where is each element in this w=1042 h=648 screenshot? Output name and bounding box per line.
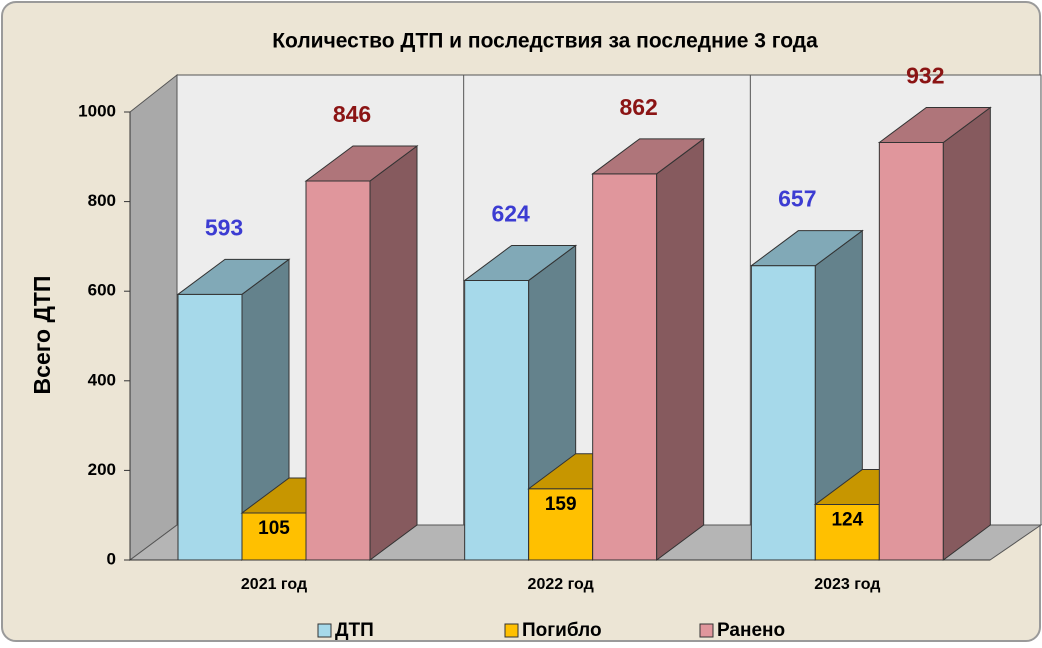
bar-side — [656, 137, 705, 561]
data-label: 624 — [491, 201, 530, 227]
y-tick-label: 200 — [88, 460, 116, 479]
bar — [592, 173, 658, 561]
legend-label: ДТП — [335, 620, 374, 641]
x-tick-label: 2021 год — [241, 576, 307, 593]
data-label: 862 — [619, 94, 657, 120]
data-label: 846 — [333, 101, 371, 127]
y-tick-label: 0 — [107, 549, 116, 568]
y-tick-label: 800 — [88, 191, 116, 210]
legend-label: Погибло — [522, 620, 602, 641]
y-axis-label: Всего ДТП — [29, 276, 55, 395]
data-label: 159 — [545, 494, 577, 515]
bar-top — [463, 244, 578, 281]
bar-side — [942, 106, 991, 561]
y-tick-label: 400 — [88, 370, 116, 389]
data-label: 105 — [258, 518, 290, 539]
bar-top — [877, 106, 992, 143]
y-tick-label: 1000 — [78, 101, 116, 120]
data-label: 124 — [831, 509, 863, 530]
chart-title: Количество ДТП и последствия за последни… — [272, 30, 818, 53]
legend-label: Ранено — [717, 620, 785, 641]
bar — [878, 141, 944, 561]
bar — [464, 279, 530, 561]
bar-top — [749, 230, 864, 267]
bar — [814, 503, 880, 561]
bar — [241, 512, 307, 561]
bar — [750, 265, 816, 561]
x-tick-label: 2022 год — [528, 576, 594, 593]
legend-swatch — [317, 623, 332, 638]
legend-swatch — [504, 623, 519, 638]
data-label: 932 — [906, 63, 944, 89]
side-wall — [129, 73, 178, 561]
bar-side — [369, 144, 418, 561]
bar — [305, 180, 371, 561]
x-tick-label: 2023 год — [814, 576, 880, 593]
bar-top — [304, 145, 419, 182]
bar-top — [591, 138, 706, 175]
bar — [528, 488, 594, 561]
y-tick-label: 600 — [88, 281, 116, 300]
bar — [177, 293, 243, 561]
bar-top — [176, 258, 291, 295]
legend-swatch — [699, 623, 714, 638]
data-label: 593 — [205, 214, 243, 240]
data-label: 657 — [778, 186, 816, 212]
